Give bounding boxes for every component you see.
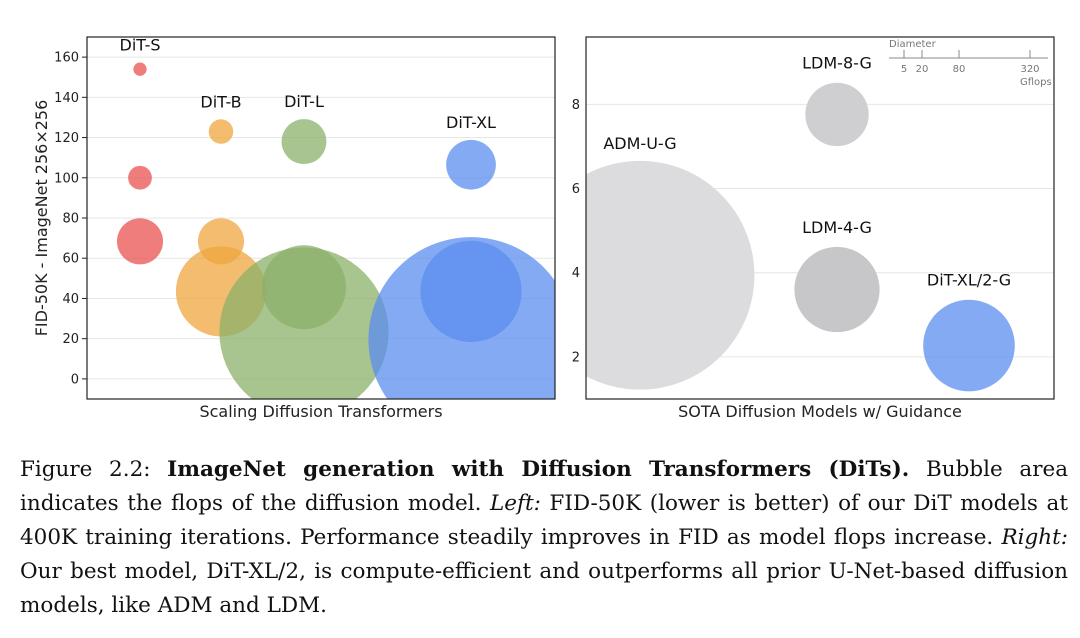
right-tick-label: 2 <box>572 350 580 365</box>
size-legend-tick-label: 5 <box>901 64 907 75</box>
bubble-dit-s-3 <box>116 218 164 265</box>
left-chart-grid <box>87 56 555 380</box>
size-legend-tick-label: 80 <box>953 64 966 75</box>
size-legend-title: Diameter <box>889 39 937 50</box>
caption-prefix: Figure 2.2: <box>20 457 168 482</box>
label-dit-s: DiT-S <box>120 36 161 55</box>
bubble-dit-s-1 <box>133 62 147 76</box>
bubble-dit-l-2 <box>261 245 347 330</box>
left-tick-label: 120 <box>54 131 79 146</box>
left-tick-label: 60 <box>62 252 79 267</box>
caption-right-label: Right: <box>1001 525 1068 550</box>
right-chart-bubbles <box>586 82 1015 392</box>
label-dit-xl: DiT-XL <box>446 113 496 132</box>
label-dit-b: DiT-B <box>200 92 241 111</box>
bubble-dit-b-1 <box>208 119 234 144</box>
size-legend-tick-label: 320 <box>1020 64 1039 75</box>
right-chart-x-label: SOTA Diffusion Models w/ Guidance <box>678 402 962 421</box>
left-chart-series-labels: DiT-S DiT-B DiT-L DiT-XL <box>120 36 497 132</box>
bubble-ldm-8-g <box>805 82 869 147</box>
right-tick-label: 6 <box>572 182 580 197</box>
bubble-dit-xl-1 <box>446 139 496 190</box>
left-chart-y-label: FID-50K - ImageNet 256×256 <box>32 100 51 337</box>
left-tick-label: 0 <box>71 372 79 387</box>
label-dit-l: DiT-L <box>284 92 324 111</box>
caption-part1: Bubble area indicates the flops of the d… <box>20 457 1069 516</box>
left-tick-label: 80 <box>62 212 79 227</box>
bubble-dit-xl-2-g <box>923 299 1015 392</box>
right-tick-label: 8 <box>572 98 580 113</box>
left-chart-bubbles <box>116 62 555 399</box>
figure-caption: Figure 2.2: ImageNet generation with Dif… <box>20 453 1068 623</box>
caption-part3: Our best model, DiT-XL/2, is compute-eff… <box>20 559 1068 618</box>
bubble-ldm-4-g <box>794 246 880 333</box>
right-chart-point-labels: ADM-U-G LDM-8-G LDM-4-G DiT-XL/2-G <box>603 54 1011 290</box>
size-legend-tick-label: 20 <box>916 64 929 75</box>
bubble-dit-xl-2 <box>420 240 522 343</box>
size-legend: Diameter 5 20 80 320 Gflops <box>889 39 1052 88</box>
bubble-dit-l-1 <box>281 119 327 165</box>
label-ldm-4-g: LDM-4-G <box>802 218 872 237</box>
right-chart-frame <box>585 36 1055 400</box>
left-tick-label: 140 <box>54 91 79 106</box>
caption-left-label: Left: <box>490 491 541 516</box>
label-adm-u-g: ADM-U-G <box>603 134 676 153</box>
caption-part2: FID-50K (lower is better) of our DiT mod… <box>20 491 1068 550</box>
label-dit-xl-2-g: DiT-XL/2-G <box>927 271 1011 290</box>
bubble-dit-b-2 <box>197 218 245 265</box>
left-tick-label: 40 <box>62 292 79 307</box>
left-chart-y-ticks: 0 20 40 60 80 100 120 140 160 <box>54 51 87 387</box>
label-ldm-8-g: LDM-8-G <box>802 54 872 73</box>
left-tick-label: 160 <box>54 51 79 66</box>
bubble-adm-u-g <box>586 160 755 390</box>
left-tick-label: 20 <box>62 332 79 347</box>
bubble-dit-s-2 <box>128 165 152 190</box>
caption-title: ImageNet generation with Diffusion Trans… <box>167 457 910 482</box>
left-tick-label: 100 <box>54 171 79 186</box>
left-chart-x-label: Scaling Diffusion Transformers <box>199 402 442 421</box>
size-legend-unit: Gflops <box>1020 77 1052 88</box>
right-tick-label: 4 <box>572 266 580 281</box>
right-chart-y-ticks: 2 4 6 8 <box>572 98 580 366</box>
